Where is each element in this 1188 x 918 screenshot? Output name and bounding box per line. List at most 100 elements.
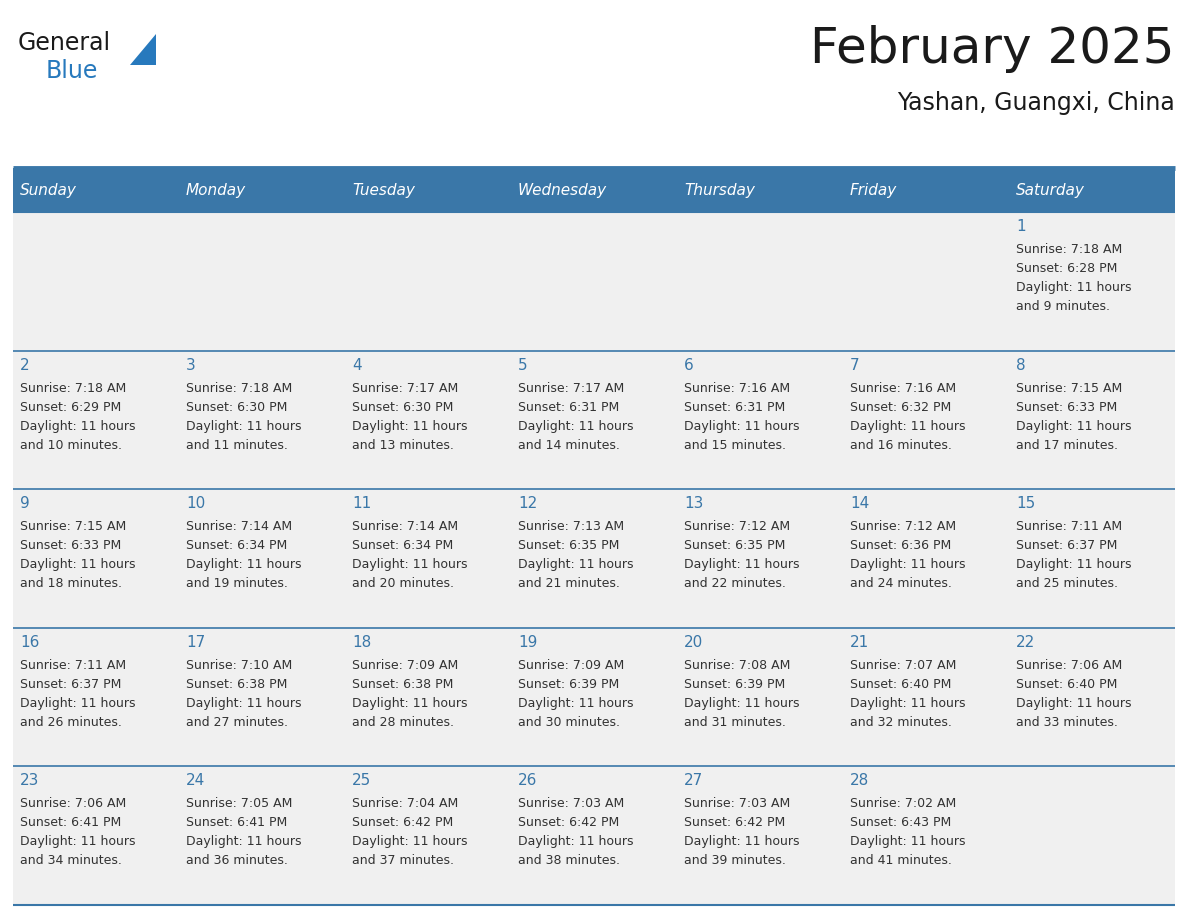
- Bar: [843, 628, 1009, 767]
- Text: Daylight: 11 hours: Daylight: 11 hours: [352, 558, 468, 571]
- Text: Sunrise: 7:13 AM: Sunrise: 7:13 AM: [518, 521, 624, 533]
- Bar: [179, 168, 345, 212]
- Text: Thursday: Thursday: [684, 183, 754, 197]
- Text: Sunrise: 7:08 AM: Sunrise: 7:08 AM: [684, 659, 790, 672]
- Text: and 17 minutes.: and 17 minutes.: [1016, 439, 1118, 452]
- Text: and 30 minutes.: and 30 minutes.: [518, 716, 620, 729]
- Bar: [345, 489, 511, 628]
- Text: and 34 minutes.: and 34 minutes.: [20, 855, 122, 868]
- Bar: [677, 489, 843, 628]
- Text: 26: 26: [518, 773, 537, 789]
- Text: Sunset: 6:37 PM: Sunset: 6:37 PM: [1016, 539, 1118, 553]
- Text: and 36 minutes.: and 36 minutes.: [187, 855, 287, 868]
- Text: 5: 5: [518, 358, 527, 373]
- Text: Sunset: 6:38 PM: Sunset: 6:38 PM: [187, 677, 287, 691]
- Bar: [13, 489, 179, 628]
- Text: 19: 19: [518, 635, 537, 650]
- Text: Daylight: 11 hours: Daylight: 11 hours: [849, 697, 966, 710]
- Text: Sunrise: 7:17 AM: Sunrise: 7:17 AM: [352, 382, 459, 395]
- Text: Sunrise: 7:16 AM: Sunrise: 7:16 AM: [684, 382, 790, 395]
- Text: Sunset: 6:29 PM: Sunset: 6:29 PM: [20, 400, 121, 414]
- Text: 17: 17: [187, 635, 206, 650]
- Text: Sunset: 6:42 PM: Sunset: 6:42 PM: [352, 816, 454, 829]
- Bar: [13, 212, 179, 351]
- Bar: [677, 351, 843, 489]
- Text: 20: 20: [684, 635, 703, 650]
- Text: Daylight: 11 hours: Daylight: 11 hours: [20, 420, 135, 432]
- Text: Daylight: 11 hours: Daylight: 11 hours: [20, 697, 135, 710]
- Text: Sunset: 6:30 PM: Sunset: 6:30 PM: [352, 400, 454, 414]
- Text: Sunset: 6:38 PM: Sunset: 6:38 PM: [352, 677, 454, 691]
- Text: Sunrise: 7:18 AM: Sunrise: 7:18 AM: [20, 382, 126, 395]
- Text: Sunset: 6:31 PM: Sunset: 6:31 PM: [684, 400, 785, 414]
- Text: Sunrise: 7:05 AM: Sunrise: 7:05 AM: [187, 798, 292, 811]
- Text: 18: 18: [352, 635, 371, 650]
- Text: 2: 2: [20, 358, 30, 373]
- Text: Sunset: 6:40 PM: Sunset: 6:40 PM: [1016, 677, 1118, 691]
- Bar: [843, 351, 1009, 489]
- Text: Sunrise: 7:11 AM: Sunrise: 7:11 AM: [20, 659, 126, 672]
- Text: 16: 16: [20, 635, 39, 650]
- Text: Sunrise: 7:09 AM: Sunrise: 7:09 AM: [352, 659, 459, 672]
- Text: 3: 3: [187, 358, 196, 373]
- Bar: [179, 489, 345, 628]
- Text: 23: 23: [20, 773, 39, 789]
- Bar: [345, 351, 511, 489]
- Text: Sunrise: 7:10 AM: Sunrise: 7:10 AM: [187, 659, 292, 672]
- Text: Sunset: 6:42 PM: Sunset: 6:42 PM: [684, 816, 785, 829]
- Text: Sunset: 6:36 PM: Sunset: 6:36 PM: [849, 539, 952, 553]
- Text: Sunset: 6:31 PM: Sunset: 6:31 PM: [518, 400, 619, 414]
- Text: and 21 minutes.: and 21 minutes.: [518, 577, 620, 590]
- Text: 28: 28: [849, 773, 870, 789]
- Text: 7: 7: [849, 358, 860, 373]
- Text: Daylight: 11 hours: Daylight: 11 hours: [352, 697, 468, 710]
- Text: Daylight: 11 hours: Daylight: 11 hours: [352, 420, 468, 432]
- Text: Sunset: 6:43 PM: Sunset: 6:43 PM: [849, 816, 952, 829]
- Text: Saturday: Saturday: [1016, 183, 1085, 197]
- Text: Daylight: 11 hours: Daylight: 11 hours: [849, 835, 966, 848]
- Bar: [1009, 767, 1175, 905]
- Text: Sunrise: 7:12 AM: Sunrise: 7:12 AM: [849, 521, 956, 533]
- Text: Daylight: 11 hours: Daylight: 11 hours: [684, 420, 800, 432]
- Text: and 24 minutes.: and 24 minutes.: [849, 577, 952, 590]
- Text: and 41 minutes.: and 41 minutes.: [849, 855, 952, 868]
- Text: Yashan, Guangxi, China: Yashan, Guangxi, China: [897, 91, 1175, 115]
- Text: and 15 minutes.: and 15 minutes.: [684, 439, 786, 452]
- Text: Sunset: 6:42 PM: Sunset: 6:42 PM: [518, 816, 619, 829]
- Text: and 22 minutes.: and 22 minutes.: [684, 577, 786, 590]
- Text: Daylight: 11 hours: Daylight: 11 hours: [1016, 697, 1131, 710]
- Text: and 14 minutes.: and 14 minutes.: [518, 439, 620, 452]
- Text: and 19 minutes.: and 19 minutes.: [187, 577, 287, 590]
- Text: Daylight: 11 hours: Daylight: 11 hours: [518, 697, 633, 710]
- Text: and 38 minutes.: and 38 minutes.: [518, 855, 620, 868]
- Text: Friday: Friday: [849, 183, 897, 197]
- Text: Sunrise: 7:15 AM: Sunrise: 7:15 AM: [1016, 382, 1123, 395]
- Bar: [843, 489, 1009, 628]
- Bar: [179, 212, 345, 351]
- Text: Sunrise: 7:04 AM: Sunrise: 7:04 AM: [352, 798, 459, 811]
- Text: and 28 minutes.: and 28 minutes.: [352, 716, 454, 729]
- Text: and 9 minutes.: and 9 minutes.: [1016, 300, 1110, 313]
- Text: 15: 15: [1016, 497, 1035, 511]
- Text: Sunset: 6:41 PM: Sunset: 6:41 PM: [187, 816, 287, 829]
- Bar: [843, 168, 1009, 212]
- Text: Sunset: 6:28 PM: Sunset: 6:28 PM: [1016, 262, 1118, 275]
- Text: Sunrise: 7:14 AM: Sunrise: 7:14 AM: [187, 521, 292, 533]
- Bar: [1009, 212, 1175, 351]
- Text: Sunday: Sunday: [20, 183, 77, 197]
- Text: Sunrise: 7:03 AM: Sunrise: 7:03 AM: [518, 798, 624, 811]
- Text: Daylight: 11 hours: Daylight: 11 hours: [187, 697, 302, 710]
- Text: Sunrise: 7:07 AM: Sunrise: 7:07 AM: [849, 659, 956, 672]
- Text: 6: 6: [684, 358, 694, 373]
- Text: Sunset: 6:39 PM: Sunset: 6:39 PM: [518, 677, 619, 691]
- Text: 12: 12: [518, 497, 537, 511]
- Bar: [345, 168, 511, 212]
- Bar: [13, 767, 179, 905]
- Text: Daylight: 11 hours: Daylight: 11 hours: [518, 558, 633, 571]
- Text: Daylight: 11 hours: Daylight: 11 hours: [1016, 420, 1131, 432]
- Bar: [345, 628, 511, 767]
- Text: Sunset: 6:40 PM: Sunset: 6:40 PM: [849, 677, 952, 691]
- Bar: [511, 168, 677, 212]
- Bar: [13, 351, 179, 489]
- Text: and 26 minutes.: and 26 minutes.: [20, 716, 122, 729]
